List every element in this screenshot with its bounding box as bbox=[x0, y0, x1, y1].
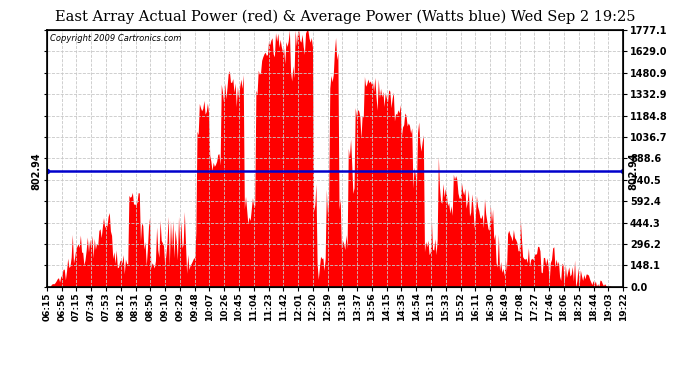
Text: Copyright 2009 Cartronics.com: Copyright 2009 Cartronics.com bbox=[50, 34, 181, 43]
Text: East Array Actual Power (red) & Average Power (Watts blue) Wed Sep 2 19:25: East Array Actual Power (red) & Average … bbox=[55, 9, 635, 24]
Text: 802.94: 802.94 bbox=[629, 152, 639, 190]
Text: 802.94: 802.94 bbox=[31, 152, 41, 190]
